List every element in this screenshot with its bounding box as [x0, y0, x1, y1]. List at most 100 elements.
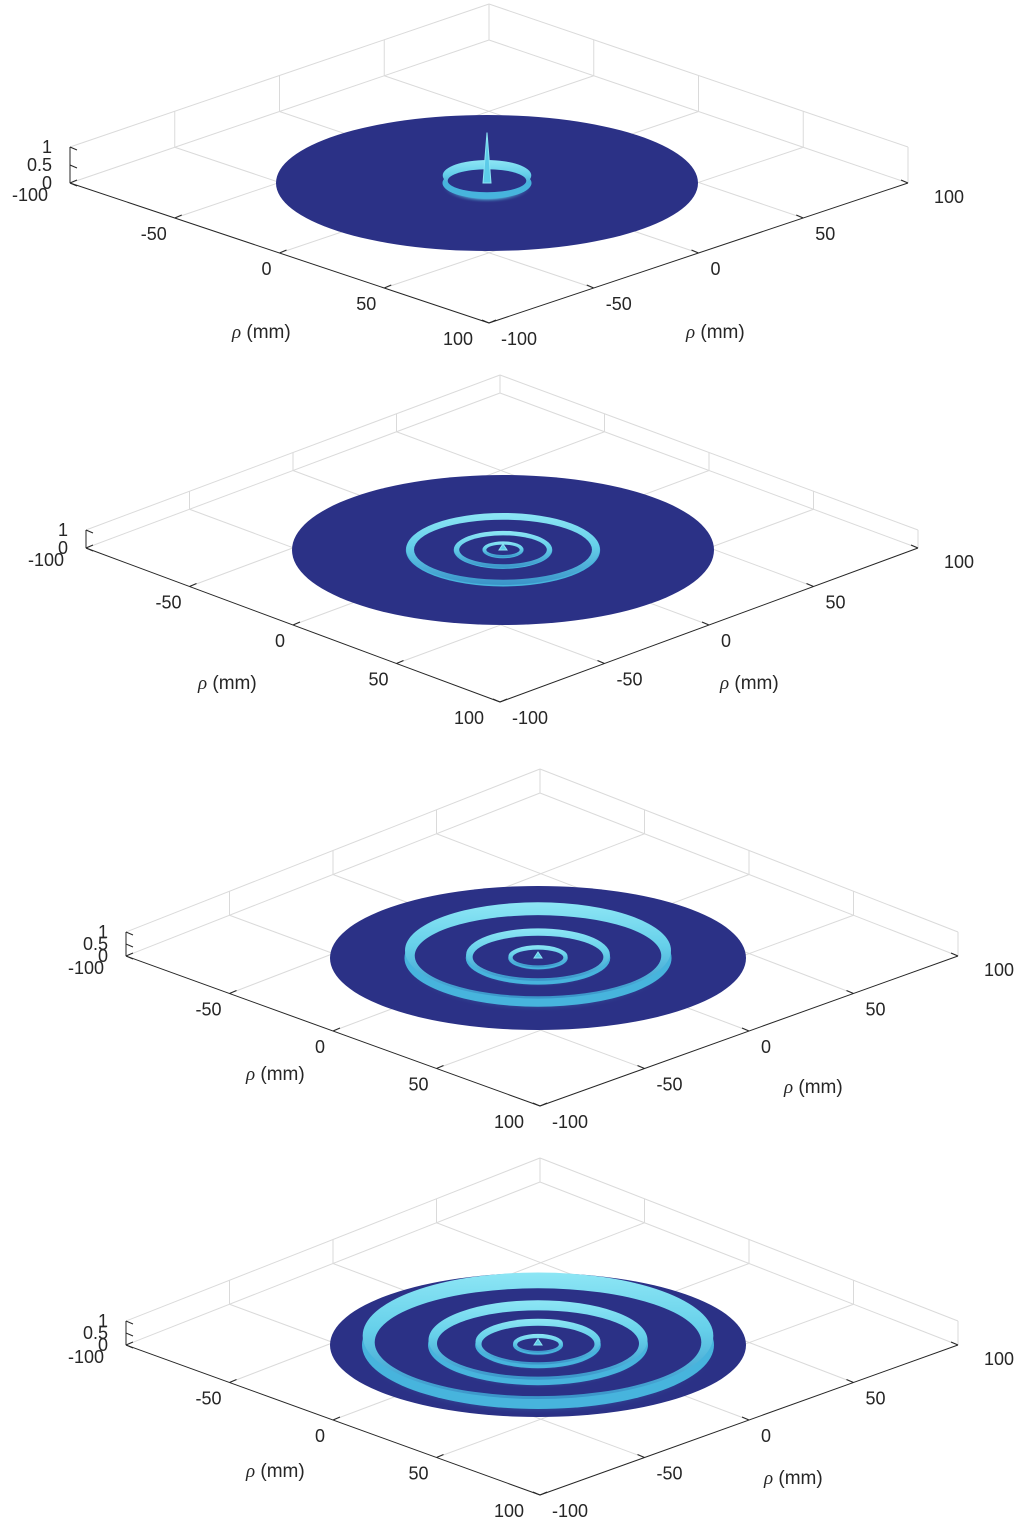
x-tick-label: 50 — [408, 1075, 428, 1095]
y-tick-label: 0 — [711, 259, 721, 279]
z-tick-mark — [85, 529, 94, 534]
z-tick-mark — [69, 182, 78, 187]
y-tick-mark — [796, 214, 804, 219]
y-tick-label: -50 — [657, 1075, 683, 1095]
y-tick-mark — [691, 249, 699, 254]
x-tick-mark — [85, 544, 94, 549]
y-tick-mark — [637, 1065, 645, 1069]
y-tick-label: 50 — [815, 224, 835, 244]
surface-peak — [533, 951, 543, 959]
y-tick-mark — [597, 660, 605, 664]
x-axis-label-symbol: ρ — [231, 322, 241, 343]
y-tick-mark — [532, 1491, 541, 1496]
x-tick-label: -100 — [68, 958, 104, 978]
y-tick-mark — [900, 179, 909, 184]
y-axis-label-symbol: ρ — [763, 1468, 773, 1489]
x-tick-label: -50 — [195, 1000, 221, 1020]
axes — [125, 1320, 959, 1496]
y-axis-label: ρ (mm) — [719, 673, 779, 694]
z-tick-label: 0.5 — [83, 934, 108, 954]
y-tick-label: 0 — [761, 1037, 771, 1057]
z-tick-label: 0 — [42, 173, 52, 193]
z-tick-label: 1 — [58, 520, 68, 540]
y-tick-mark — [846, 1379, 854, 1383]
x-tick-mark — [189, 583, 197, 587]
y-tick-label: 50 — [866, 1389, 886, 1409]
y-axis-label-unit: (mm) — [793, 1077, 843, 1098]
y-tick-label: -100 — [552, 1501, 588, 1521]
y-tick-mark — [741, 1416, 750, 1421]
y-tick-label: -100 — [512, 708, 548, 728]
y-axis-label-symbol: ρ — [685, 322, 695, 343]
y-tick-label: -50 — [657, 1464, 683, 1484]
x-tick-label: 100 — [494, 1112, 524, 1132]
z-tick-mark — [69, 146, 78, 151]
y-tick-label: 50 — [866, 1000, 886, 1020]
x-tick-label: -50 — [195, 1389, 221, 1409]
y-axis-label: ρ (mm) — [763, 1468, 823, 1489]
y-tick-mark — [806, 583, 814, 587]
y-axis-label-unit: (mm) — [729, 673, 779, 694]
x-tick-mark — [125, 952, 134, 957]
z-tick-mark — [125, 955, 134, 960]
axes — [85, 529, 919, 703]
x-tick-label: 0 — [315, 1426, 325, 1446]
x-tick-mark — [125, 1341, 134, 1346]
z-tick-mark — [85, 547, 94, 552]
x-tick-label: -100 — [28, 550, 64, 570]
y-tick-mark — [846, 990, 854, 994]
x-tick-label: 100 — [494, 1501, 524, 1521]
axes — [125, 931, 959, 1107]
z-tick-label: 0.5 — [83, 1323, 108, 1343]
x-tick-mark — [332, 1416, 341, 1421]
x-tick-label: 50 — [368, 670, 388, 690]
y-tick-label: 100 — [934, 187, 964, 207]
x-tick-mark — [499, 698, 508, 703]
z-tick-label: 0.5 — [27, 155, 52, 175]
y-tick-label: -50 — [606, 294, 632, 314]
x-axis-label-symbol: ρ — [245, 1461, 255, 1482]
y-tick-label: -50 — [617, 670, 643, 690]
x-axis-label-symbol: ρ — [197, 673, 207, 694]
x-tick-label: -100 — [12, 185, 48, 205]
z-tick-mark — [125, 1344, 134, 1349]
y-tick-mark — [481, 319, 490, 324]
z-tick-label: 1 — [98, 922, 108, 942]
z-tick-label: 1 — [42, 137, 52, 157]
z-tick-mark — [125, 943, 134, 948]
x-tick-mark — [539, 1102, 548, 1107]
z-tick-mark — [69, 164, 78, 169]
y-tick-mark — [492, 698, 501, 703]
y-tick-label: 100 — [944, 552, 974, 572]
x-tick-label: 50 — [408, 1464, 428, 1484]
x-tick-label: -100 — [68, 1347, 104, 1367]
x-axis-label-unit: (mm) — [255, 1461, 305, 1482]
x-tick-mark — [279, 249, 287, 254]
x-tick-mark — [174, 214, 182, 219]
y-tick-label: 50 — [826, 593, 846, 613]
y-tick-label: 0 — [761, 1426, 771, 1446]
y-tick-label: 100 — [984, 1349, 1014, 1369]
x-tick-mark — [396, 660, 404, 664]
y-tick-mark — [950, 1341, 959, 1346]
y-tick-label: -100 — [552, 1112, 588, 1132]
x-tick-label: 0 — [261, 259, 271, 279]
y-axis-label-unit: (mm) — [695, 322, 745, 343]
x-axis-label: ρ (mm) — [245, 1064, 305, 1085]
x-axis-label: ρ (mm) — [197, 673, 257, 694]
x-axis-label-unit: (mm) — [207, 673, 257, 694]
z-tick-label: 0 — [98, 946, 108, 966]
y-tick-mark — [910, 544, 919, 549]
x-tick-label: 0 — [315, 1037, 325, 1057]
y-axis-label: ρ (mm) — [685, 322, 745, 343]
y-tick-mark — [950, 952, 959, 957]
x-tick-label: -50 — [155, 593, 181, 613]
y-axis-label: ρ (mm) — [783, 1077, 843, 1098]
x-tick-mark — [229, 1379, 237, 1383]
x-tick-label: 50 — [356, 294, 376, 314]
x-tick-label: 100 — [454, 708, 484, 728]
